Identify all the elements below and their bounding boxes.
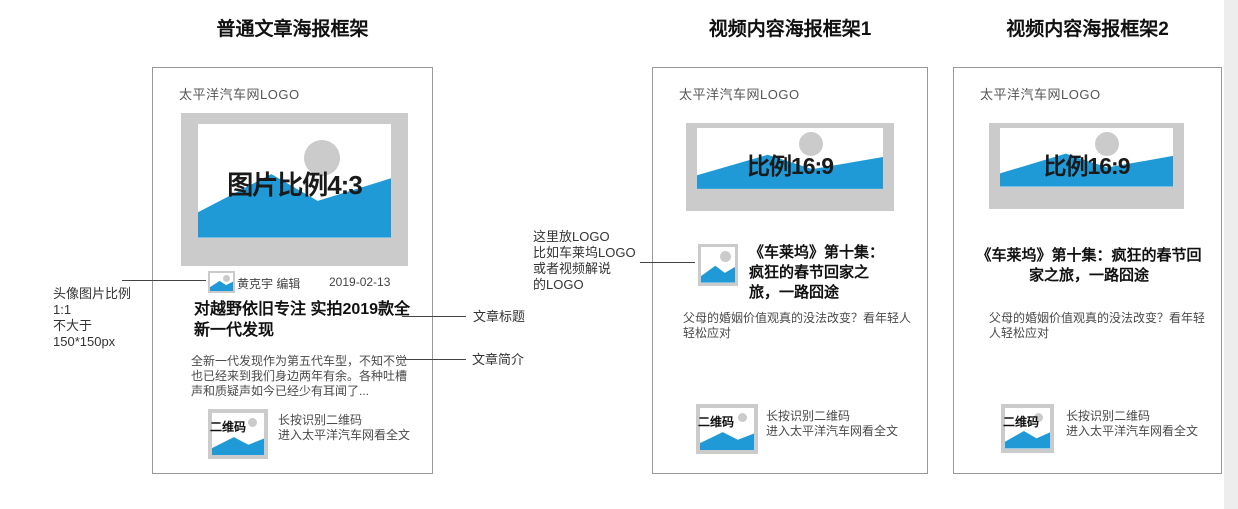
sun-icon — [1034, 413, 1043, 422]
publish-date: 2019-02-13 — [329, 275, 391, 289]
section-heading-video1: 视频内容海报框架1 — [708, 19, 872, 40]
annotation-logo-note: 这里放LOGO 比如车莱坞LOGO 或者视频解说 的LOGO — [533, 229, 636, 293]
image-ratio-label: 比例16:9 — [746, 153, 834, 179]
site-logo-text: 太平洋汽车网LOGO — [179, 87, 300, 102]
mountain-icon — [697, 154, 883, 189]
avatar-placeholder-inner — [210, 273, 233, 291]
video-title: 《车莱坞》第十集：疯狂的春节回家之旅，一路囧途 — [976, 247, 1202, 284]
site-logo-text: 太平洋汽车网LOGO — [679, 87, 800, 102]
sun-icon — [799, 132, 824, 157]
annotation-line: 这里放LOGO — [533, 229, 610, 244]
qr-hint-text: 长按识别二维码 进入太平洋汽车网看全文 — [278, 413, 410, 443]
qr-code-label: 二维码 — [210, 420, 247, 434]
section-heading-article: 普通文章海报框架 — [216, 19, 369, 40]
annotation-line: 150*150px — [53, 334, 116, 349]
qr-hint-text: 长按识别二维码 进入太平洋汽车网看全文 — [1066, 409, 1198, 439]
image-placeholder-inner — [697, 128, 883, 189]
annotation-article-summary: 文章简介 — [472, 352, 525, 367]
qr-hint-line1: 长按识别二维码 — [766, 409, 851, 423]
annotation-line: 头像图片比例 — [53, 286, 132, 301]
video-title: 《车莱坞》第十集：疯狂的春节回家之旅，一路囧途 — [749, 244, 885, 301]
poster-card-video2: 太平洋汽车网LOGO 比例16:9 《车莱坞》第十集：疯狂的春节回家之旅，一路囧… — [953, 67, 1222, 474]
annotation-line: 不大于 — [53, 318, 93, 333]
annotation-line: 或者视频解说 — [533, 261, 612, 276]
qr-hint-line2: 进入太平洋汽车网看全文 — [278, 428, 411, 442]
video-summary: 父母的婚姻价值观真的没法改变？看年轻人轻松应对 — [989, 311, 1206, 340]
qr-code-placeholder: 二维码 — [208, 409, 268, 459]
connector-line-article-title — [402, 316, 466, 317]
connector-line-avatar — [122, 280, 206, 281]
qr-placeholder-inner — [700, 408, 754, 450]
image-placeholder-inner — [1000, 128, 1173, 187]
image-ratio-label: 比例16:9 — [1043, 153, 1130, 179]
connector-line-article-summary — [398, 359, 466, 360]
logo-placeholder-inner — [701, 247, 735, 283]
article-summary: 全新一代发现作为第五代车型，不知不觉也已经来到我们身边两年有余。各种吐槽声和质疑… — [191, 354, 408, 398]
section-heading-video2: 视频内容海报框架2 — [1006, 19, 1169, 40]
mountain-icon — [198, 174, 391, 238]
mountain-icon — [701, 266, 735, 283]
image-placeholder-inner — [198, 124, 391, 238]
qr-hint-line2: 进入太平洋汽车网看全文 — [1066, 424, 1199, 438]
right-edge-strip — [1224, 0, 1238, 509]
sun-icon — [1095, 132, 1120, 157]
qr-hint-line1: 长按识别二维码 — [278, 413, 363, 427]
mountain-icon — [212, 436, 264, 455]
author-name: 黄克宇 编辑 — [237, 277, 301, 291]
annotation-avatar-ratio: 头像图片比例 1:1 不大于 150*150px — [53, 286, 131, 350]
annotation-line: 比如车莱坞LOGO — [533, 245, 636, 260]
image-ratio-label: 图片比例4:3 — [227, 170, 363, 200]
sun-icon — [304, 139, 341, 176]
mountain-icon — [700, 431, 754, 450]
annotation-line: 的LOGO — [533, 277, 584, 292]
annotation-article-title: 文章标题 — [473, 309, 526, 324]
qr-code-placeholder: 二维码 — [1001, 404, 1054, 453]
qr-placeholder-inner — [1005, 408, 1050, 449]
qr-code-placeholder: 二维码 — [696, 404, 758, 454]
poster-card-video1: 太平洋汽车网LOGO 比例16:9 《车莱坞》第十集：疯狂的春节回家之旅，一路囧… — [652, 67, 928, 474]
qr-code-label: 二维码 — [1003, 415, 1040, 429]
poster-card-article: 太平洋汽车网LOGO 图片比例4:3 黄克宇 编辑 2019-02-13 对越野… — [152, 67, 433, 474]
avatar-placeholder — [208, 271, 235, 293]
mountain-icon — [1000, 154, 1173, 187]
qr-hint-line1: 长按识别二维码 — [1066, 409, 1151, 423]
image-placeholder-16-9: 比例16:9 — [989, 123, 1184, 209]
mountain-icon — [210, 280, 233, 291]
sun-icon — [738, 413, 747, 422]
annotation-line: 1:1 — [53, 302, 72, 317]
qr-hint-line2: 进入太平洋汽车网看全文 — [766, 424, 899, 438]
qr-code-label: 二维码 — [698, 415, 735, 429]
mountain-icon — [1005, 431, 1050, 449]
image-placeholder-4-3: 图片比例4:3 — [181, 113, 408, 266]
image-placeholder-16-9: 比例16:9 — [686, 123, 894, 211]
video-logo-placeholder — [698, 244, 738, 286]
sun-icon — [248, 418, 257, 427]
article-title: 对越野依旧专注 实拍2019款全新一代发现 — [194, 301, 411, 339]
qr-placeholder-inner — [212, 413, 264, 455]
connector-line-logo — [640, 262, 695, 263]
qr-hint-text: 长按识别二维码 进入太平洋汽车网看全文 — [766, 409, 898, 439]
sun-icon — [720, 251, 731, 262]
sun-icon — [223, 275, 230, 282]
video-summary: 父母的婚姻价值观真的没法改变？看年轻人轻松应对 — [683, 311, 912, 340]
site-logo-text: 太平洋汽车网LOGO — [980, 87, 1101, 102]
